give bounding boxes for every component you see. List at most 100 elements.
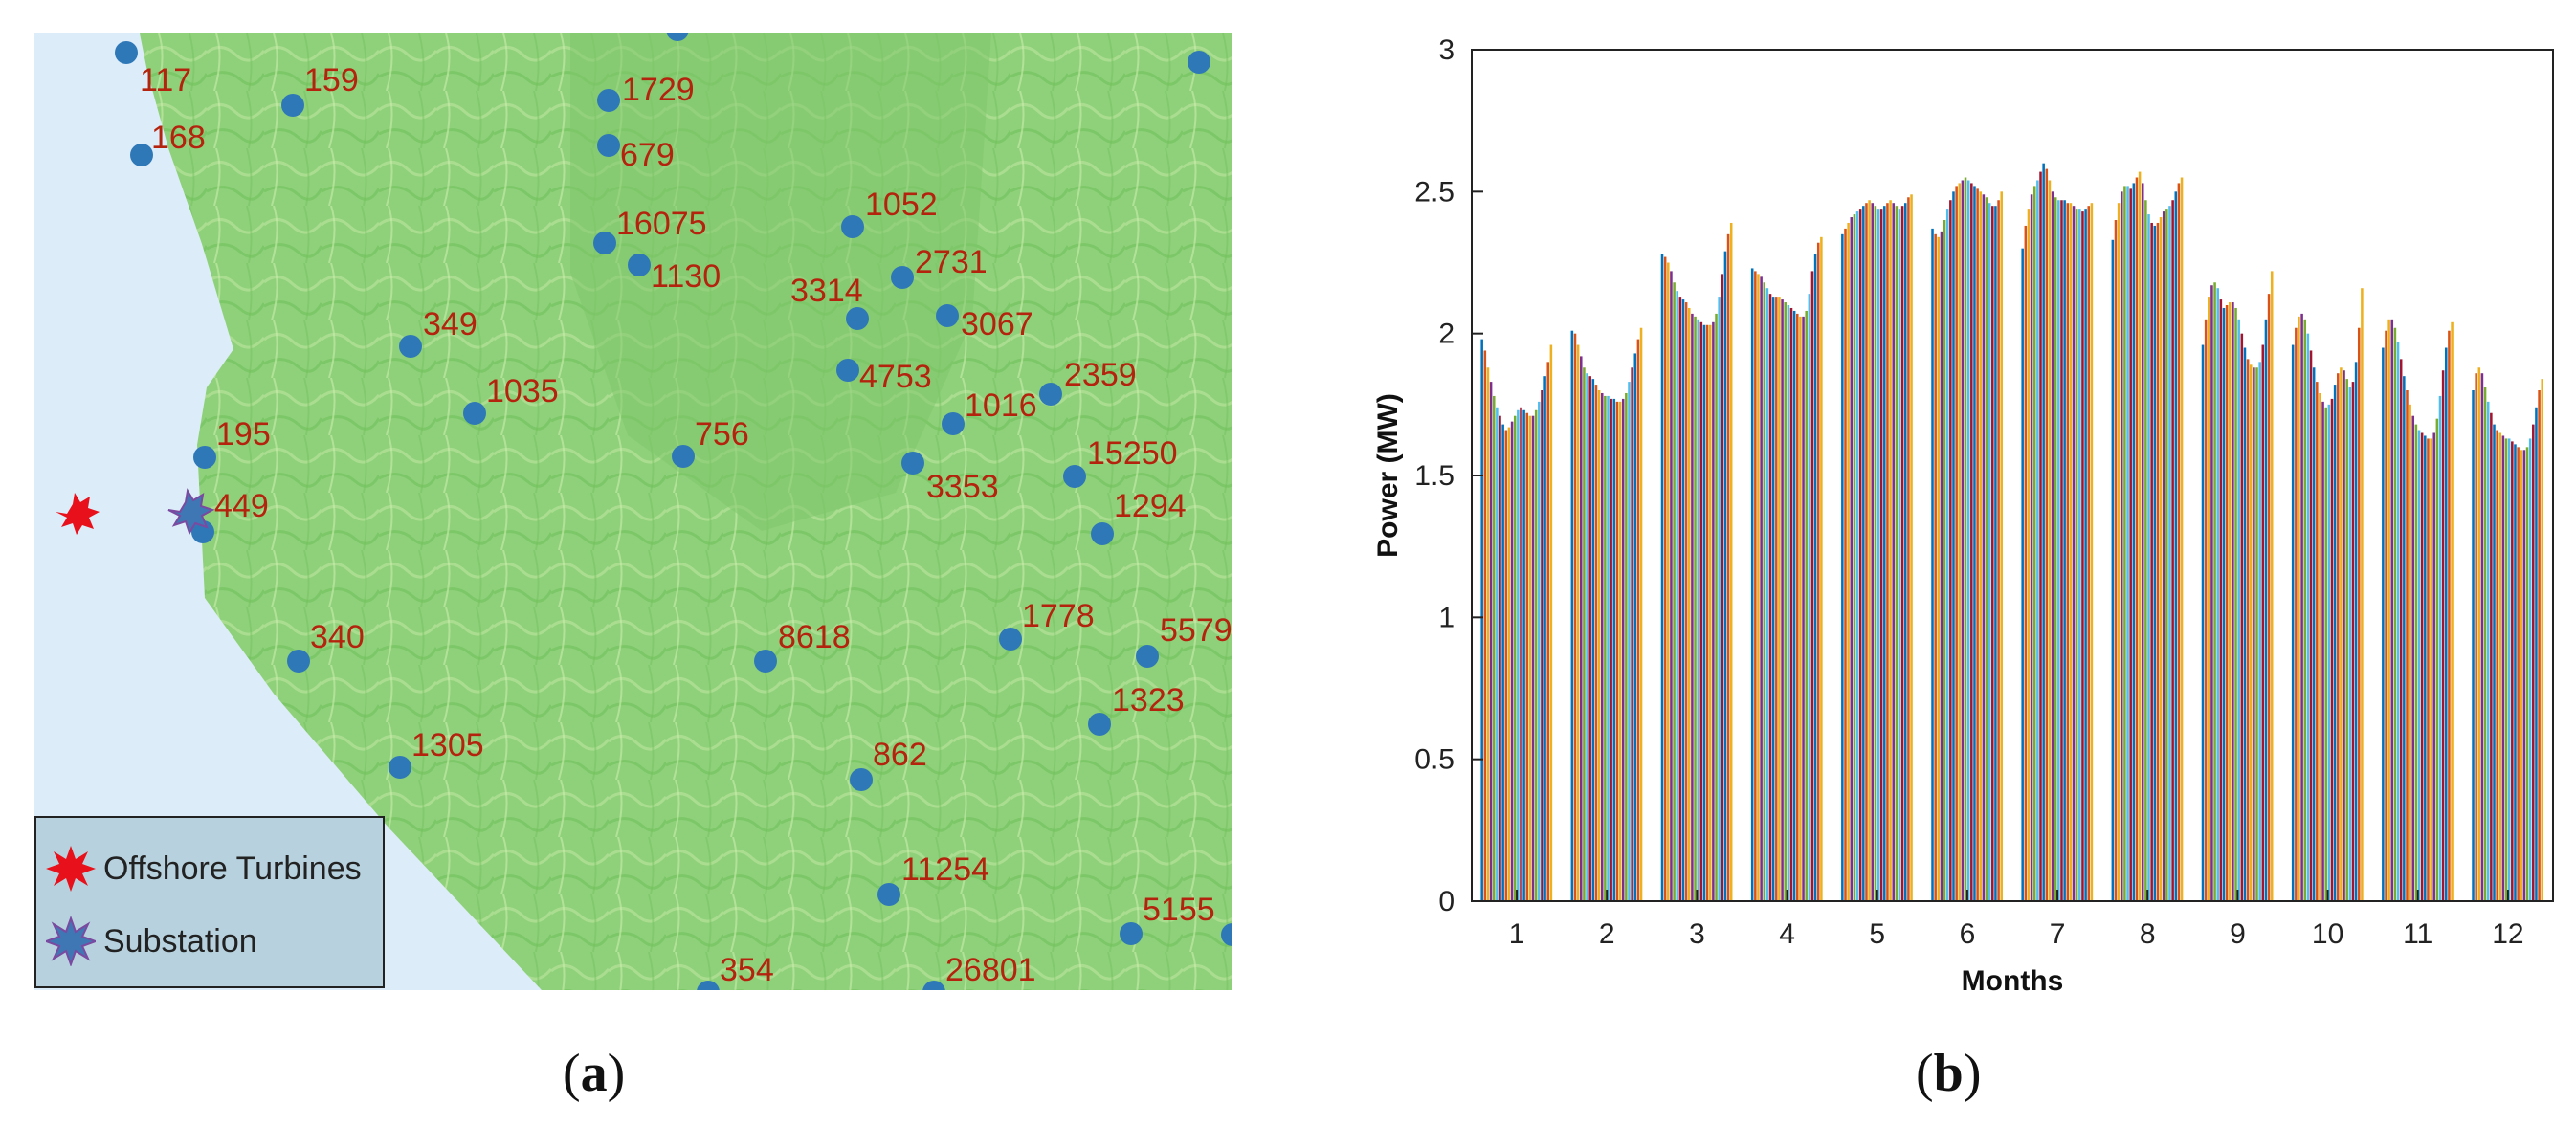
site-dot: [281, 94, 304, 117]
power-bar: [2121, 191, 2123, 902]
power-bar: [1538, 401, 1541, 901]
power-bar: [1504, 430, 1508, 901]
x-tick-label: 9: [2230, 918, 2246, 950]
power-bar: [1768, 294, 1772, 902]
legend-item-offshore: Offshore Turbines: [46, 845, 362, 893]
power-bar: [2258, 362, 2261, 901]
power-bar: [1966, 180, 1970, 901]
site-marker: 1035: [463, 373, 559, 425]
y-tick-label: 2: [1438, 319, 1455, 350]
power-bar: [1850, 217, 1854, 902]
power-bar: [2135, 177, 2139, 901]
site-label: 168: [151, 120, 206, 156]
chart-panel: 0 0.5 1 1.5 2 2.5 3 1 2 3 4 5 6 7 8 9 10 11 12 Power (MW)…: [1340, 19, 2576, 1014]
site-label: 159: [304, 62, 359, 99]
power-bar: [2234, 307, 2237, 901]
power-bar: [2441, 370, 2445, 901]
power-bar: [1636, 339, 1640, 902]
power-bar: [1886, 203, 1889, 901]
site-label: 2731: [915, 244, 988, 280]
power-bar: [1799, 316, 1802, 901]
power-bar: [2430, 438, 2432, 901]
power-bar: [1610, 398, 1612, 901]
site-label: 4753: [859, 359, 932, 395]
power-bar: [1813, 254, 1817, 902]
power-bar: [1586, 373, 1588, 901]
site-label: 756: [695, 416, 749, 453]
power-bar: [2501, 435, 2505, 901]
site-label: 5155: [1143, 892, 1215, 928]
power-bar: [2396, 342, 2400, 902]
power-bar: [2351, 382, 2355, 902]
power-bar: [2472, 390, 2475, 901]
site-label: 1778: [1022, 598, 1095, 634]
power-bar: [1628, 382, 1631, 902]
power-bar: [2090, 203, 2094, 901]
site-dot: [1088, 713, 1111, 736]
site-marker: 354: [697, 952, 774, 1004]
power-bar: [2144, 200, 2147, 901]
site-dot: [287, 650, 310, 673]
power-bar: [1945, 209, 1949, 902]
power-bar: [2514, 444, 2517, 901]
power-bar: [2141, 183, 2144, 901]
central-valley-shading: [570, 33, 991, 531]
site-dot-edge: [1188, 51, 1210, 74]
power-bar: [1604, 395, 1607, 901]
site-dot: [877, 883, 900, 906]
power-bar: [1883, 206, 1886, 901]
site-marker: 195: [193, 416, 271, 469]
site-dot: [399, 335, 422, 358]
site-label: 340: [310, 619, 365, 655]
power-bar: [2213, 282, 2216, 901]
x-tick-label: 4: [1779, 918, 1795, 950]
red-star-icon: [46, 846, 96, 892]
power-bar: [2237, 319, 2240, 901]
site-marker: 1052: [841, 187, 938, 238]
power-bar: [2385, 330, 2387, 901]
power-bar: [2324, 407, 2327, 901]
power-bar: [2480, 373, 2484, 901]
power-bar: [1517, 409, 1520, 901]
power-bar: [2210, 285, 2213, 901]
power-bar: [2417, 430, 2421, 901]
site-label: 2359: [1064, 357, 1137, 393]
power-bar: [1844, 228, 1847, 901]
power-bar: [1697, 319, 1699, 901]
power-bar: [1615, 401, 1619, 901]
power-bar: [1958, 183, 1962, 901]
site-marker: 1778: [999, 598, 1095, 651]
power-bar: [2511, 441, 2514, 901]
x-tick-label: 7: [2050, 918, 2066, 950]
power-bar: [1865, 203, 1868, 901]
y-tick-label: 0.5: [1414, 744, 1455, 776]
power-bar: [1513, 415, 1517, 901]
power-bar: [2337, 373, 2340, 901]
power-bar: [1858, 209, 1862, 902]
power-bar: [1907, 197, 1910, 901]
power-bar: [2232, 302, 2234, 901]
site-dot: [841, 215, 864, 238]
site-dot: [1039, 383, 1062, 406]
power-bar: [1597, 390, 1601, 901]
power-bar: [2306, 333, 2310, 902]
power-bar: [2042, 163, 2045, 901]
power-bar: [2538, 390, 2541, 901]
power-bar: [1904, 203, 1907, 901]
power-bar: [2312, 367, 2316, 901]
power-bar: [1961, 180, 1965, 901]
site-marker: 117: [115, 41, 191, 99]
x-tick-label: 10: [2312, 918, 2343, 950]
site-dot: [999, 628, 1022, 651]
power-bar: [1784, 302, 1787, 901]
power-bar: [2048, 180, 2052, 901]
power-bar: [2451, 321, 2454, 901]
power-bar: [2246, 359, 2250, 901]
site-label: 449: [214, 488, 269, 524]
power-bar: [2222, 307, 2226, 901]
power-bar: [1673, 282, 1676, 901]
site-marker: 15250: [1063, 435, 1178, 488]
power-bar: [2348, 387, 2352, 901]
power-bar: [2054, 197, 2057, 901]
y-tick-label: 3: [1438, 34, 1455, 66]
